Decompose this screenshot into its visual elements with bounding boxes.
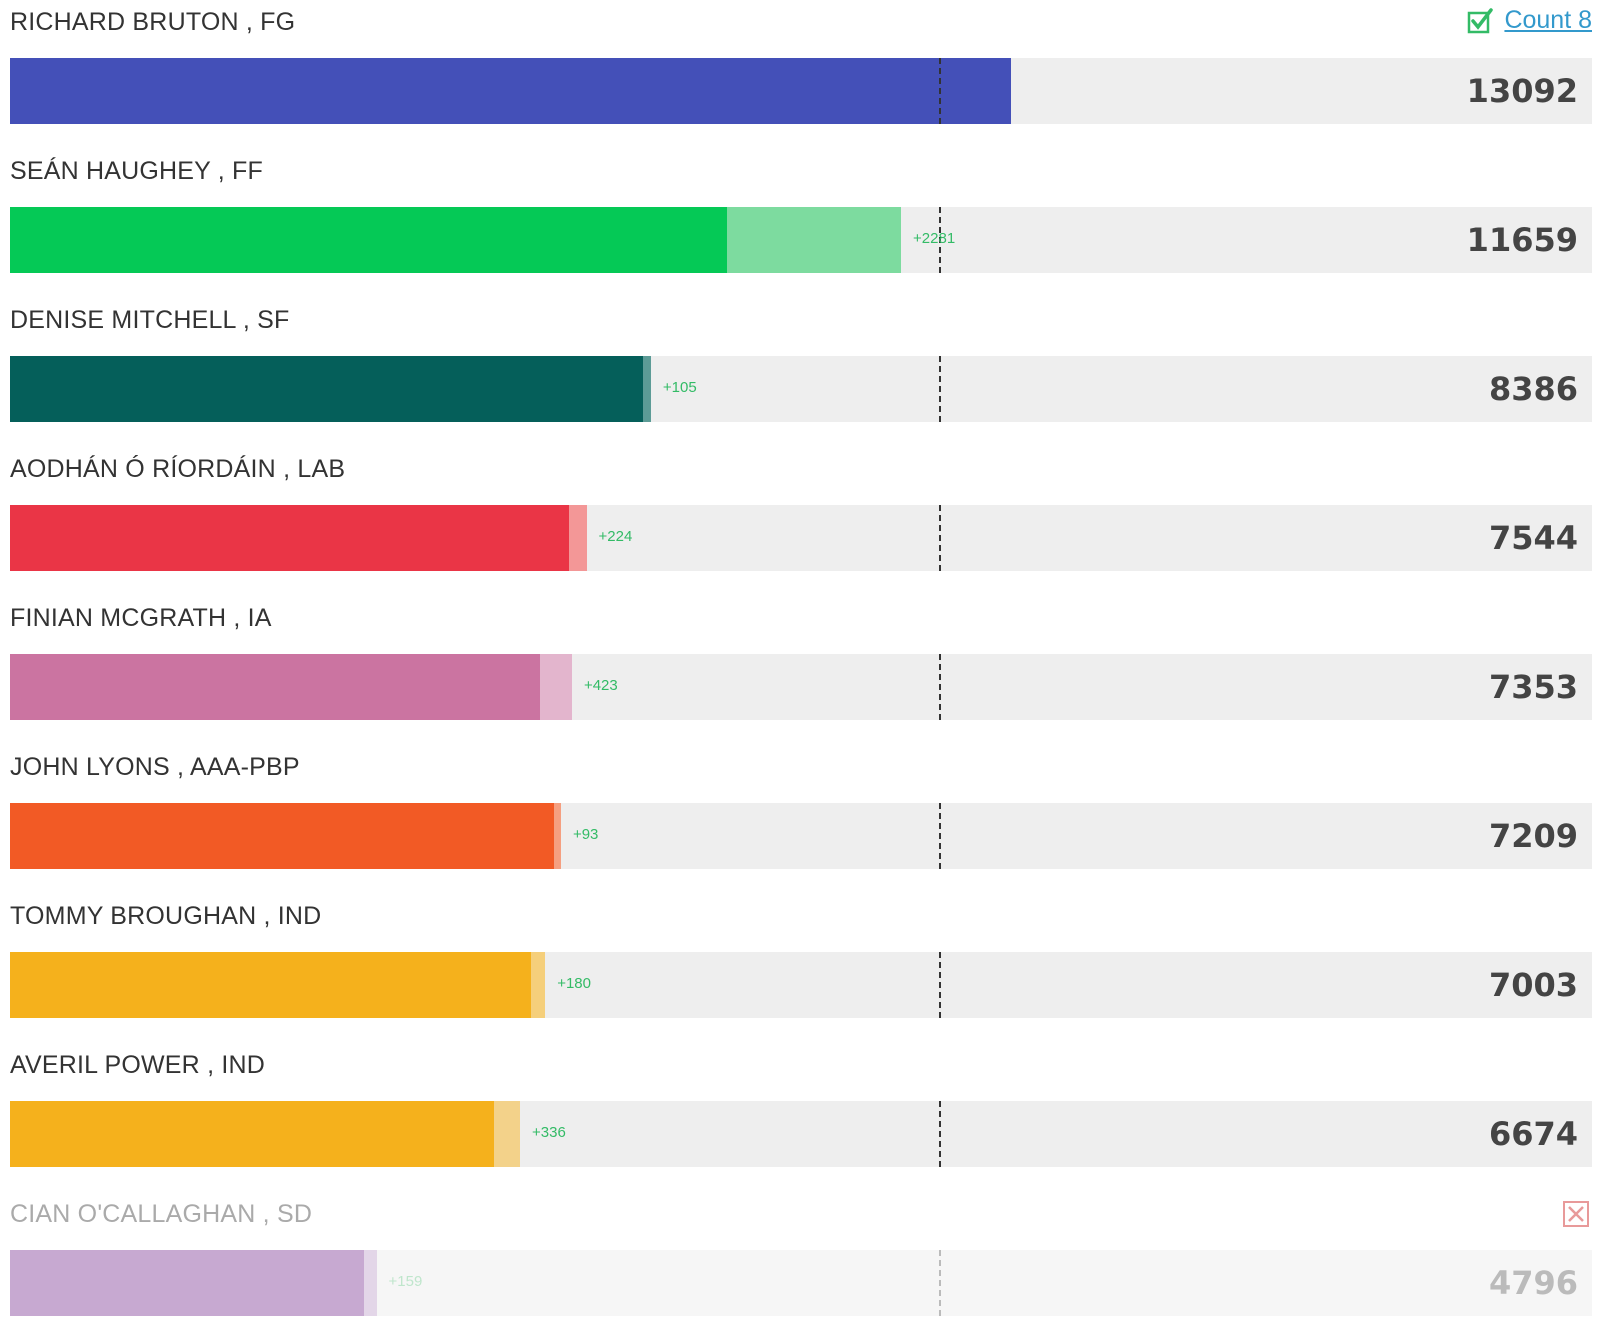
bar-transfer: [539, 654, 572, 720]
candidate-name: DENISE MITCHELL , SF: [10, 306, 290, 334]
candidate-row: FINIAN MCGRATH , IA +423 7353: [0, 596, 1600, 745]
bar-votes: [10, 803, 554, 869]
check-box-icon: [1468, 7, 1494, 33]
bar-transfer: [494, 1101, 521, 1167]
bar-votes: [10, 952, 532, 1018]
bar-transfer: [642, 356, 651, 422]
bar-transfer: [553, 803, 561, 869]
vote-total: 7544: [1488, 519, 1578, 557]
transfer-gain-label: +93: [572, 826, 599, 843]
vote-total: 11659: [1466, 221, 1578, 259]
bar-transfer: [531, 952, 546, 1018]
transfer-gain-label: +180: [557, 975, 591, 992]
candidate-row: TOMMY BROUGHAN , IND +180 7003: [0, 894, 1600, 1043]
bar-transfer: [726, 207, 902, 273]
vote-total: 8386: [1488, 370, 1578, 408]
candidate-name: FINIAN MCGRATH , IA: [10, 604, 272, 632]
quota-line: [939, 952, 942, 1018]
bar-votes: [10, 207, 727, 273]
candidate-name: SEÁN HAUGHEY , FF: [10, 157, 263, 185]
quota-line: [939, 1250, 942, 1316]
bar-track: +159 4796: [10, 1250, 1592, 1316]
close-box-icon: [1563, 1201, 1589, 1227]
transfer-gain-label: +224: [598, 528, 633, 545]
bar-track: +2281 11659: [10, 207, 1592, 273]
quota-line: [939, 58, 942, 124]
transfer-gain-label: +423: [583, 677, 618, 694]
candidate-row: CIAN O'CALLAGHAN , SD +159 4796: [0, 1192, 1600, 1341]
vote-total: 7209: [1488, 817, 1578, 855]
bar-track: +180 7003: [10, 952, 1592, 1018]
bar-track: +423 7353: [10, 654, 1592, 720]
quota-line: [939, 505, 942, 571]
bar-track: 13092: [10, 58, 1592, 124]
candidate-row: AODHÁN Ó RÍORDÁIN , LAB +224 7544: [0, 447, 1600, 596]
candidate-name: RICHARD BRUTON , FG: [10, 8, 296, 36]
vote-total: 13092: [1466, 72, 1578, 110]
transfer-gain-label: +159: [388, 1273, 423, 1290]
bar-votes: [10, 58, 1011, 124]
candidate-row: AVERIL POWER , IND +336 6674: [0, 1043, 1600, 1192]
vote-total: 6674: [1488, 1115, 1578, 1153]
candidate-row: DENISE MITCHELL , SF +105 8386: [0, 298, 1600, 447]
bar-votes: [10, 1101, 495, 1167]
bar-track: +224 7544: [10, 505, 1592, 571]
candidate-row: JOHN LYONS , AAA-PBP +93 7209: [0, 745, 1600, 894]
bar-track: +336 6674: [10, 1101, 1592, 1167]
candidate-name: AVERIL POWER , IND: [10, 1051, 266, 1079]
transfer-gain-label: +2281: [913, 230, 956, 247]
quota-line: [939, 654, 942, 720]
elected-status: Count 8: [1466, 6, 1592, 35]
candidate-name: CIAN O'CALLAGHAN , SD: [10, 1200, 313, 1228]
bar-track: +93 7209: [10, 803, 1592, 869]
candidate-name: JOHN LYONS , AAA-PBP: [10, 753, 300, 781]
candidate-row: RICHARD BRUTON , FG Count 8 13092: [0, 0, 1600, 149]
quota-line: [939, 803, 942, 869]
vote-total: 4796: [1488, 1264, 1578, 1302]
bar-votes: [10, 505, 570, 571]
count-link[interactable]: Count 8: [1504, 6, 1592, 34]
vote-total: 7353: [1488, 668, 1578, 706]
bar-votes: [10, 356, 643, 422]
bar-votes: [10, 654, 540, 720]
quota-line: [939, 207, 942, 273]
quota-line: [939, 356, 942, 422]
bar-track: +105 8386: [10, 356, 1592, 422]
bar-transfer: [364, 1250, 377, 1316]
quota-line: [939, 1101, 942, 1167]
bar-votes: [10, 1250, 365, 1316]
candidate-name: AODHÁN Ó RÍORDÁIN , LAB: [10, 455, 346, 483]
vote-total: 7003: [1488, 966, 1578, 1004]
candidate-name: TOMMY BROUGHAN , IND: [10, 902, 322, 930]
candidate-row: SEÁN HAUGHEY , FF +2281 11659: [0, 149, 1600, 298]
transfer-gain-label: +105: [662, 379, 697, 396]
transfer-gain-label: +336: [532, 1124, 566, 1141]
bar-transfer: [569, 505, 587, 571]
